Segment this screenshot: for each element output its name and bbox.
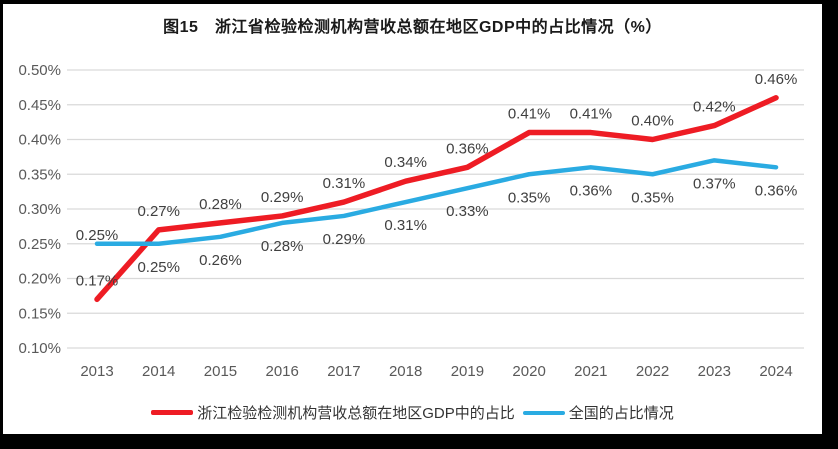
x-tick-label: 2022 (636, 363, 669, 380)
national-data-label: 0.25% (76, 227, 119, 244)
chart-figure: 0.50% 0.45% 0.40% 0.35% 0.30% 0.25% 0.20% 0.15%… (3, 4, 822, 434)
national-data-label: 0.35% (631, 189, 674, 206)
zhejiang-data-label: 0.31% (323, 175, 366, 192)
y-tick-label: 0.30% (18, 201, 61, 218)
national-data-label: 0.28% (261, 238, 304, 255)
zhejiang-data-label: 0.28% (199, 196, 242, 213)
y-tick-label: 0.10% (18, 340, 61, 357)
y-tick-label: 0.15% (18, 305, 61, 322)
zhejiang-series-line (94, 95, 779, 303)
x-tick-label: 2014 (142, 363, 175, 380)
zhejiang-data-label: 0.41% (570, 106, 613, 123)
national-data-label: 0.37% (693, 175, 736, 192)
y-tick-label: 0.20% (18, 271, 61, 288)
zhejiang-data-label: 0.41% (508, 106, 551, 123)
x-tick-label: 2016 (266, 363, 299, 380)
zhejiang-data-label: 0.36% (446, 140, 489, 157)
x-tick-label: 2018 (389, 363, 422, 380)
y-tick-label: 0.35% (18, 166, 61, 183)
y-tick-label: 0.45% (18, 97, 61, 114)
zhejiang-data-label: 0.42% (693, 99, 736, 116)
zhejiang-series-label: 浙江检验检测机构营收总额在地区GDP中的占比 (197, 405, 515, 422)
zhejiang-data-label: 0.40% (631, 113, 674, 130)
x-tick-label: 2020 (512, 363, 545, 380)
national-data-label: 0.35% (508, 189, 551, 206)
line-chart: 0.50% 0.45% 0.40% 0.35% 0.30% 0.25% 0.20% 0.15%… (18, 62, 804, 380)
y-tick-label: 0.50% (18, 62, 61, 79)
chart-title: 图15 浙江省检验检测机构营收总额在地区GDP中的占比情况（%） (163, 19, 662, 36)
zhejiang-data-label: 0.29% (261, 189, 304, 206)
zhejiang-series-swatch (151, 410, 194, 415)
national-series-line (94, 158, 779, 246)
national-data-label: 0.25% (137, 259, 180, 276)
x-tick-label: 2021 (574, 363, 607, 380)
x-tick-label: 2019 (451, 363, 484, 380)
national-series-swatch (522, 410, 565, 415)
zhejiang-data-label: 0.27% (137, 203, 180, 220)
x-tick-label: 2013 (80, 363, 113, 380)
national-data-label: 0.33% (446, 203, 489, 220)
zhejiang-data-label: 0.17% (76, 272, 119, 289)
x-tick-label: 2024 (759, 363, 792, 380)
national-data-label: 0.31% (384, 217, 427, 234)
x-tick-label: 2015 (204, 363, 237, 380)
x-tick-label: 2017 (327, 363, 360, 380)
zhejiang-data-label: 0.46% (755, 71, 798, 88)
national-data-label: 0.29% (323, 231, 366, 248)
national-data-label: 0.26% (199, 252, 242, 269)
x-tick-label: 2023 (698, 363, 731, 380)
y-tick-label: 0.40% (18, 132, 61, 149)
national-data-label: 0.36% (570, 182, 613, 199)
chart-legend: 浙江检验检测机构营收总额在地区GDP中的占比 全国的占比情况 (3, 402, 822, 423)
national-series-label: 全国的占比情况 (568, 405, 674, 422)
national-data-label: 0.36% (755, 182, 798, 199)
zhejiang-data-label: 0.34% (384, 154, 427, 171)
legend-item-zhejiang: 浙江检验检测机构营收总额在地区GDP中的占比 (151, 402, 515, 423)
y-tick-label: 0.25% (18, 236, 61, 253)
legend-item-national: 全国的占比情况 (522, 402, 674, 423)
